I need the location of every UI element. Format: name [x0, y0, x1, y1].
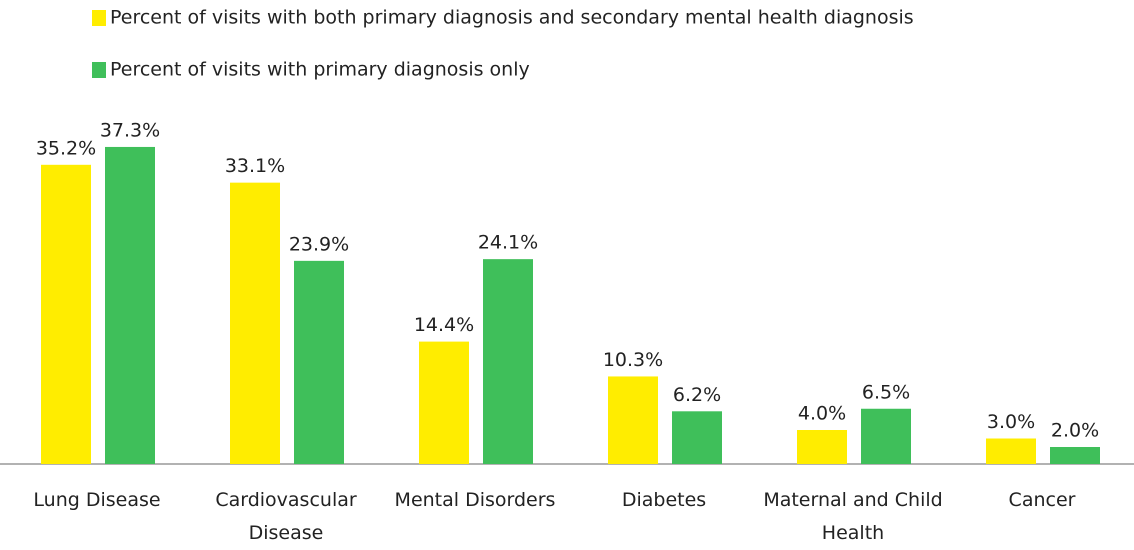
bar — [672, 411, 722, 464]
bar — [1050, 447, 1100, 464]
bar — [861, 408, 911, 464]
legend-label: Percent of visits with both primary diag… — [110, 7, 914, 29]
value-label: 14.4% — [414, 314, 474, 336]
value-label: 3.0% — [987, 411, 1035, 433]
bar — [105, 146, 155, 464]
value-label: 35.2% — [36, 137, 96, 159]
bar — [230, 182, 280, 464]
x-tick-label: Maternal and Child Health — [763, 489, 943, 544]
x-tick-label: Mental Disorders — [394, 489, 556, 511]
value-label: 33.1% — [225, 155, 285, 177]
x-tick-label: Cancer — [1008, 489, 1076, 511]
x-tick-label: Cardiovascular Disease — [215, 489, 357, 544]
value-label: 23.9% — [289, 233, 349, 255]
bar — [608, 376, 658, 464]
bar — [483, 259, 533, 464]
x-tick-label: Diabetes — [621, 489, 707, 511]
bar — [41, 164, 91, 465]
bar — [797, 430, 847, 464]
legend-swatch — [92, 62, 106, 78]
value-label: 2.0% — [1051, 420, 1099, 442]
value-label: 6.2% — [673, 384, 721, 406]
legend-label: Percent of visits with primary diagnosis… — [110, 59, 530, 81]
x-tick-label: Lung Disease — [33, 489, 161, 511]
value-label: 24.1% — [478, 232, 538, 254]
bar — [986, 438, 1036, 464]
bar — [419, 341, 469, 464]
legend-swatch — [92, 10, 106, 26]
value-label: 4.0% — [798, 403, 846, 425]
value-label: 10.3% — [603, 349, 663, 371]
bar — [294, 260, 344, 464]
value-label: 6.5% — [862, 381, 910, 403]
value-label: 37.3% — [100, 119, 160, 141]
